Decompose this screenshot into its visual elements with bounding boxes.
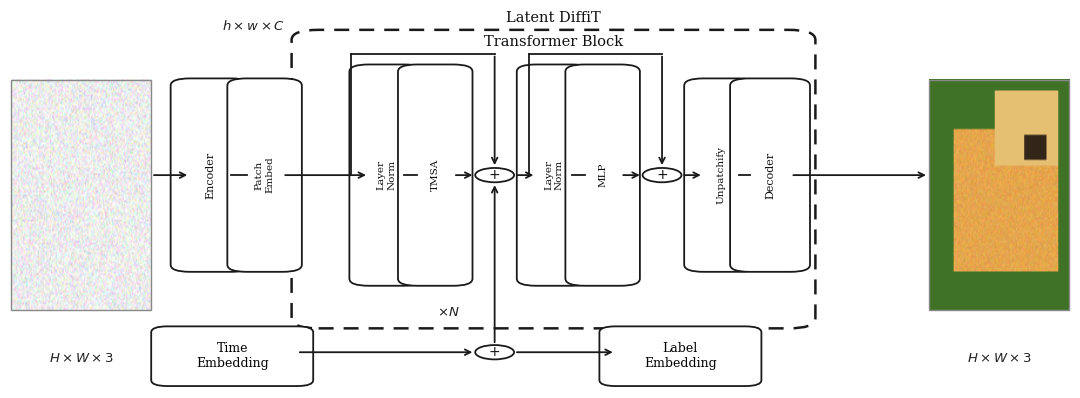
Text: Unpatchify: Unpatchify bbox=[717, 146, 726, 204]
FancyBboxPatch shape bbox=[171, 78, 251, 272]
Text: MLP: MLP bbox=[598, 163, 607, 187]
Text: $h \times w \times C$: $h \times w \times C$ bbox=[222, 19, 285, 33]
Text: $H \times W \times 3$: $H \times W \times 3$ bbox=[49, 352, 113, 365]
FancyBboxPatch shape bbox=[516, 64, 592, 286]
FancyBboxPatch shape bbox=[349, 64, 423, 286]
Text: Layer
Norm: Layer Norm bbox=[544, 160, 564, 190]
Text: +: + bbox=[489, 345, 500, 359]
Text: $H \times W \times 3$: $H \times W \times 3$ bbox=[967, 352, 1031, 365]
FancyBboxPatch shape bbox=[151, 326, 313, 386]
Text: TMSA: TMSA bbox=[431, 159, 440, 191]
Text: Label
Embedding: Label Embedding bbox=[644, 342, 717, 370]
Text: $\times N$: $\times N$ bbox=[437, 306, 459, 319]
Text: Time
Embedding: Time Embedding bbox=[195, 342, 269, 370]
Circle shape bbox=[643, 168, 681, 182]
Text: +: + bbox=[489, 168, 500, 182]
Circle shape bbox=[475, 168, 514, 182]
FancyBboxPatch shape bbox=[599, 326, 761, 386]
Text: +: + bbox=[657, 168, 667, 182]
Circle shape bbox=[475, 345, 514, 359]
FancyBboxPatch shape bbox=[228, 78, 301, 272]
Text: Layer
Norm: Layer Norm bbox=[377, 160, 396, 190]
FancyBboxPatch shape bbox=[566, 64, 639, 286]
Text: Encoder: Encoder bbox=[205, 152, 216, 199]
FancyBboxPatch shape bbox=[730, 78, 810, 272]
Text: Decoder: Decoder bbox=[765, 152, 775, 199]
Text: Patch
Embed: Patch Embed bbox=[255, 157, 274, 193]
Text: Latent DiffiT: Latent DiffiT bbox=[507, 11, 600, 25]
Text: Transformer Block: Transformer Block bbox=[484, 35, 623, 49]
FancyBboxPatch shape bbox=[399, 64, 473, 286]
FancyBboxPatch shape bbox=[685, 78, 759, 272]
